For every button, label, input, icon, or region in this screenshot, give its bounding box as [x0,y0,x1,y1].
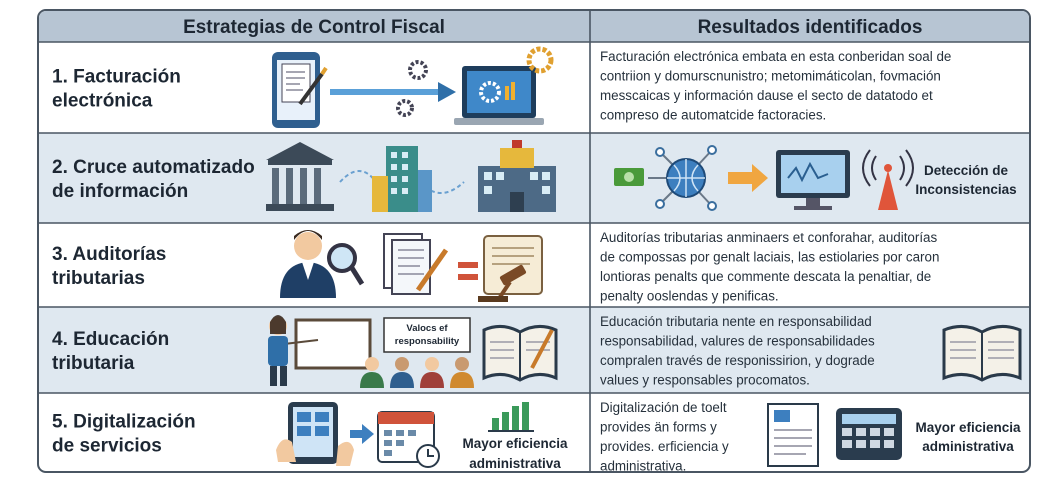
result-text: de compossas por genalt laciais, las est… [600,250,939,265]
result-text: Educación tributaria nente en responsabi… [600,314,872,329]
strategy-title: de información [52,181,188,202]
result-text: contriion y domurscnunistro; metomimátic… [600,69,941,84]
strategy-title: 5. Digitalización [52,412,196,433]
result-text: lontioras penalts que commente descata l… [600,269,931,284]
board-text: responsability [395,336,460,347]
result-text: values y responsables procomatos. [600,373,810,388]
result-text: compreso de automatcide factoracies. [600,108,826,123]
column-header: Resultados identificados [698,17,923,38]
result-text: messcaicas y información dause el secto … [600,88,933,103]
strategy-label: Mayor eficiencia [462,436,568,451]
result-text: penalty ooslendas y penificas. [600,289,779,304]
board-text: Valocs ef [406,323,448,334]
result-text: compralen través de responissirion, y do… [600,353,875,368]
icon-cross-check [266,140,556,212]
strategy-title: 4. Educación [52,329,169,350]
result-text: Facturación electrónica embata en esta c… [600,49,951,64]
strategy-title: tributaria [52,353,135,374]
strategy-title: 2. Cruce automatizado [52,157,255,178]
result-text: Auditorías tributarias anminaers et conf… [600,230,937,245]
strategy-title: de servicios [52,436,162,457]
strategy-title: tributarias [52,268,145,289]
icon-detection [614,145,914,211]
icon-digital [276,402,534,468]
result-label: Detección de [924,163,1009,178]
column-header: Estrategias de Control Fiscal [183,17,445,38]
result-text: Digitalización de toelt [600,400,727,415]
result-label: Inconsistencias [915,182,1016,197]
result-label: Mayor eficiencia [915,420,1021,435]
result-text: responsabilidad, valures de responsabili… [600,334,875,349]
icon-education [268,315,558,388]
icon-book-right [942,325,1022,382]
result-label: administrativa [922,439,1014,454]
icon-audit [280,230,543,302]
audience [360,357,474,388]
strategy-title: 1. Facturación [52,67,181,88]
icon-admin [767,403,902,467]
result-text: administrativa. [600,459,686,474]
strategy-title: electrónica [52,91,153,112]
result-text: provides. erficiencia y [600,439,729,454]
strategy-title: 3. Auditorías [52,244,166,265]
result-text: provides än forms y [600,420,717,435]
icon-e-invoice [272,46,554,128]
text-layer: Estrategias de Control Fiscal Resultados … [52,17,1021,474]
strategy-label: administrativa [469,456,561,471]
